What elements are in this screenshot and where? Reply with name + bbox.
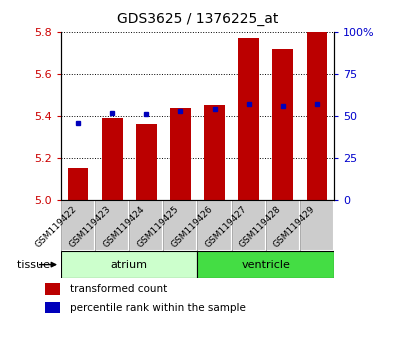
Bar [164, 200, 198, 251]
Text: GSM119425: GSM119425 [135, 204, 181, 249]
Bar [102, 118, 122, 200]
Bar [273, 49, 293, 200]
Text: GSM119427: GSM119427 [203, 204, 248, 249]
Text: atrium: atrium [111, 259, 148, 270]
Text: GSM119422: GSM119422 [33, 204, 78, 249]
Text: GSM119424: GSM119424 [102, 204, 147, 249]
Bar [239, 38, 259, 200]
Bar [45, 283, 60, 295]
Bar [95, 200, 129, 251]
Text: tissue: tissue [17, 259, 53, 270]
Bar [61, 200, 95, 251]
Bar [68, 169, 88, 200]
Bar [198, 200, 231, 251]
Bar [204, 105, 225, 200]
Text: GSM119428: GSM119428 [238, 204, 283, 249]
Text: GDS3625 / 1376225_at: GDS3625 / 1376225_at [117, 12, 278, 27]
Text: percentile rank within the sample: percentile rank within the sample [70, 303, 246, 313]
Bar [300, 200, 334, 251]
Bar [61, 251, 197, 278]
Bar [129, 200, 164, 251]
Bar [129, 200, 164, 251]
Text: GSM119429: GSM119429 [272, 204, 317, 249]
Bar [45, 302, 60, 313]
Bar [265, 200, 300, 251]
Bar [164, 200, 198, 251]
Bar [300, 200, 334, 251]
Text: GSM119423: GSM119423 [67, 204, 112, 249]
Bar [265, 200, 300, 251]
Bar [170, 108, 191, 200]
Bar [95, 200, 129, 251]
Text: transformed count: transformed count [70, 284, 167, 294]
Bar [307, 32, 327, 200]
Bar [231, 200, 265, 251]
Bar [61, 200, 95, 251]
Bar [198, 251, 334, 278]
Bar [231, 200, 265, 251]
Bar [136, 124, 156, 200]
Text: ventricle: ventricle [241, 259, 290, 270]
Text: GSM119426: GSM119426 [169, 204, 214, 249]
Bar [198, 200, 231, 251]
